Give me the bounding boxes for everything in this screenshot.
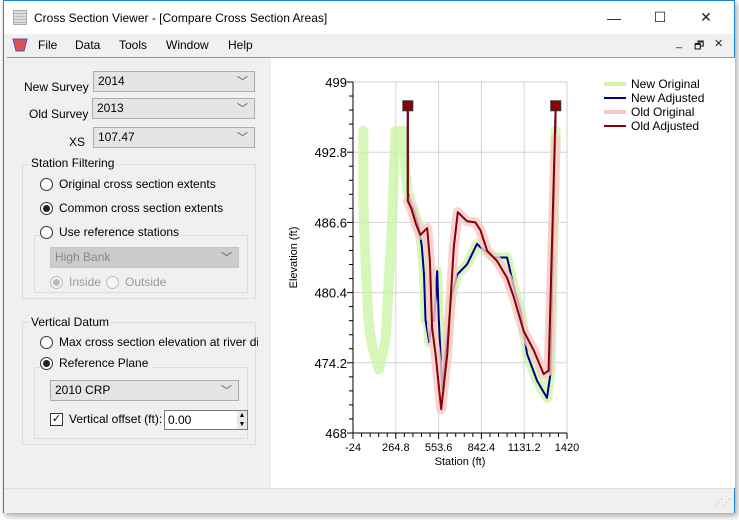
mdi-restore-button[interactable]: 🗗 (694, 40, 705, 52)
old-survey-value: 2013 (97, 101, 124, 115)
vertical-offset-input[interactable]: 0.00 ▲ ▼ (164, 410, 248, 430)
y-tick-label: 468 (325, 426, 347, 441)
menu-window[interactable]: Window (166, 38, 209, 52)
chevron-down-icon: ﹀ (237, 132, 248, 144)
radio-label: Use reference stations (59, 225, 180, 239)
y-tick-label: 492.8 (314, 145, 347, 160)
radio-label: Max cross section elevation at river dis… (59, 335, 258, 349)
y-tick-label: 486.6 (314, 215, 347, 230)
chevron-down-icon: ﹀ (237, 76, 248, 88)
old-survey-select[interactable]: 2013 ﹀ (92, 98, 255, 119)
new-survey-select[interactable]: 2014 ﹀ (93, 71, 255, 92)
series-line-old-adjusted (406, 104, 557, 411)
new-survey-label: New Survey (24, 80, 89, 94)
chart-area: -24 264.8 553.6 842.4 1131.2 1420 499 492.8 486.… (271, 57, 735, 488)
radio-common-extents[interactable]: Common cross section extents (40, 201, 223, 215)
mdi-minimize-button[interactable]: _ (676, 37, 683, 49)
menu-data[interactable]: Data (75, 38, 101, 52)
radio-max-elevation[interactable]: Max cross section elevation at river dis… (40, 335, 258, 349)
chevron-down-icon: ﹀ (221, 385, 232, 397)
radio-label: Reference Plane (59, 356, 149, 370)
legend-label: Old Original (631, 105, 694, 119)
y-tick-label: 474.2 (314, 356, 347, 371)
vertical-datum-title: Vertical Datum (29, 315, 112, 329)
checkmark-icon: ✓ (50, 412, 63, 426)
legend-label: New Adjusted (631, 91, 704, 105)
title-bar: Cross Section Viewer - [Compare Cross Se… (4, 1, 734, 34)
minimize-button[interactable]: — (607, 9, 621, 26)
chevron-down-icon: ﹀ (237, 103, 248, 115)
radio-label: Inside (69, 275, 102, 289)
vertical-datum-group (22, 322, 256, 445)
menu-file[interactable]: File (38, 38, 58, 52)
station-filtering-title: Station Filtering (29, 156, 117, 170)
radio-reference-stations[interactable]: Use reference stations (40, 225, 184, 239)
old-survey-label: Old Survey (29, 107, 89, 121)
x-tick-label: 842.4 (468, 442, 496, 454)
reference-plane-value: 2010 CRP (55, 383, 111, 397)
y-tick-label: 499 (325, 75, 347, 90)
x-tick-label: 553.6 (425, 442, 453, 454)
end-marker (402, 100, 414, 112)
series-line-new-original (358, 125, 561, 403)
status-bar: ⋰⋰ (4, 488, 734, 513)
mdi-close-button[interactable]: ✕ (714, 38, 724, 50)
chevron-down-icon: ﹀ (221, 252, 232, 264)
mdi-child-icon (12, 38, 28, 52)
xs-value: 107.47 (98, 130, 135, 144)
window-title: Cross Section Viewer - [Compare Cross Se… (34, 11, 328, 25)
x-tick-label: 1131.2 (508, 442, 541, 454)
settings-panel: New Survey 2014 ﹀ Old Survey 2013 ﹀ XS 107… (7, 57, 271, 488)
app-icon (13, 10, 27, 25)
xs-label: XS (69, 135, 86, 149)
legend-label: New Original (631, 77, 700, 91)
y-axis-label: Elevation (ft) (288, 227, 300, 289)
x-tick-label: 1420 (555, 442, 579, 454)
vertical-offset-value: 0.00 (168, 413, 192, 427)
cross-section-chart: -24 264.8 553.6 842.4 1131.2 1420 499 492.8 486.… (288, 75, 704, 468)
close-button[interactable]: ✕ (700, 9, 712, 25)
xs-select[interactable]: 107.47 ﹀ (93, 127, 255, 148)
new-survey-value: 2014 (98, 74, 125, 88)
radio-label: Original cross section extents (59, 177, 216, 191)
menu-help[interactable]: Help (228, 38, 253, 52)
vertical-offset-label: Vertical offset (ft): (69, 412, 163, 426)
radio-reference-plane[interactable]: Reference Plane (40, 356, 153, 370)
spinner-arrows-icon[interactable]: ▲ ▼ (237, 411, 247, 429)
app-window: Cross Section Viewer - [Compare Cross Se… (3, 0, 735, 513)
legend-label: Old Adjusted (631, 119, 699, 133)
x-axis-label: Station (ft) (435, 456, 486, 468)
end-marker (550, 100, 562, 112)
menu-tools[interactable]: Tools (119, 38, 148, 52)
radio-original-extents[interactable]: Original cross section extents (40, 177, 216, 191)
radio-label: Outside (125, 275, 167, 289)
radio-label: Common cross section extents (59, 201, 224, 215)
radio-outside[interactable]: Outside (106, 275, 166, 289)
reference-plane-select[interactable]: 2010 CRP ﹀ (50, 380, 239, 401)
x-tick-label: -24 (345, 442, 361, 454)
maximize-button[interactable]: ☐ (653, 9, 667, 25)
y-tick-label: 480.4 (314, 286, 347, 301)
vertical-offset-checkbox[interactable]: ✓ Vertical offset (ft): (50, 412, 162, 426)
x-tick-label: 264.8 (382, 442, 410, 454)
reference-station-select[interactable]: High Bank ﹀ (50, 247, 239, 268)
reference-station-value: High Bank (55, 250, 111, 264)
radio-inside[interactable]: Inside (50, 275, 101, 289)
menu-bar: File Data Tools Window Help _ 🗗 ✕ (4, 34, 734, 56)
resize-grip-icon[interactable]: ⋰⋰ (714, 497, 731, 507)
station-filtering-group (22, 164, 256, 299)
